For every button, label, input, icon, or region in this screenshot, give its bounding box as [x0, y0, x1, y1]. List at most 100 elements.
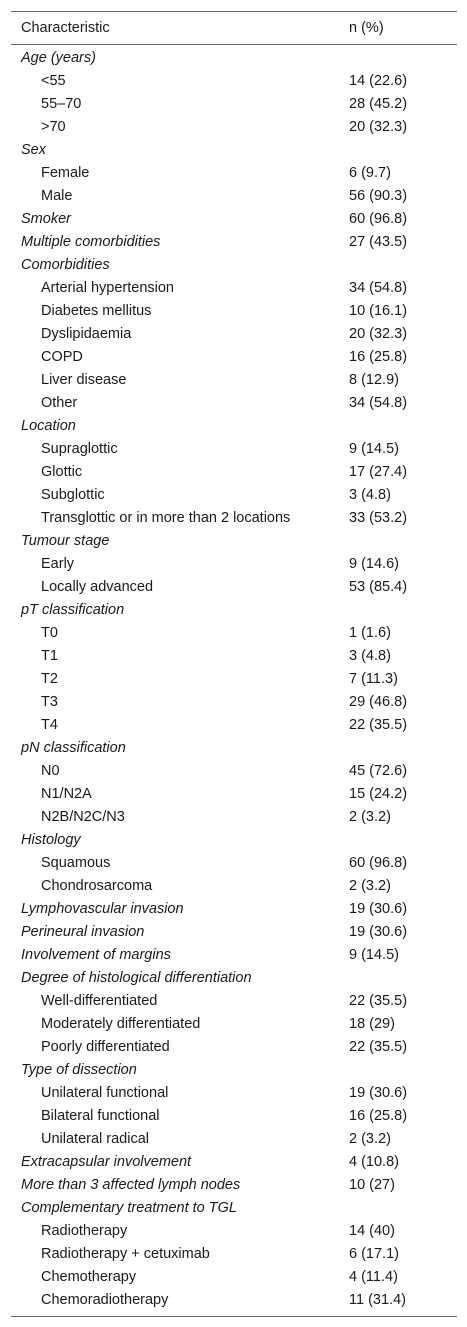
row-value: 19 (30.6): [349, 900, 408, 917]
row-value: 9 (14.6): [349, 555, 399, 572]
row-label: Well-differentiated: [41, 992, 158, 1009]
table-row: Supraglottic 9 (14.5): [11, 437, 457, 460]
section-label: Age (years): [21, 49, 96, 66]
section-label: Histology: [21, 831, 81, 848]
table-row: Early 9 (14.6): [11, 552, 457, 575]
section-row: Complementary treatment to TGL: [11, 1196, 457, 1219]
row-value: 16 (25.8): [349, 1107, 408, 1124]
header-n-percent: n (%): [349, 20, 384, 36]
table-row: Radiotherapy 14 (40): [11, 1219, 457, 1242]
section-label: Complementary treatment to TGL: [21, 1199, 237, 1216]
row-value: 22 (35.5): [349, 992, 408, 1009]
row-label: Early: [41, 555, 75, 572]
row-value: 16 (25.8): [349, 348, 408, 365]
row-value: 6 (17.1): [349, 1245, 399, 1262]
row-label: Arterial hypertension: [41, 279, 174, 296]
section-label: Multiple comorbidities: [21, 233, 161, 250]
header-characteristic: Characteristic: [21, 20, 110, 36]
row-label: Liver disease: [41, 371, 127, 388]
row-value: 29 (46.8): [349, 693, 408, 710]
characteristics-table: Characteristic n (%) Age (years) <55 14 (2…: [11, 11, 457, 1317]
table-row: Locally advanced 53 (85.4): [11, 575, 457, 598]
section-row: Involvement of margins 9 (14.5): [11, 943, 457, 966]
row-value: 10 (16.1): [349, 302, 408, 319]
table-row: Dyslipidaemia 20 (32.3): [11, 322, 457, 345]
section-row: Extracapsular involvement 4 (10.8): [11, 1150, 457, 1173]
section-label: Type of dissection: [21, 1061, 137, 1078]
section-row: Tumour stage: [11, 529, 457, 552]
section-row: Sex: [11, 138, 457, 161]
section-label: Smoker: [21, 210, 71, 227]
row-value: 53 (85.4): [349, 578, 408, 595]
row-label: T3: [41, 693, 58, 710]
row-label: Bilateral functional: [41, 1107, 160, 1124]
section-row: Type of dissection: [11, 1058, 457, 1081]
row-label: COPD: [41, 348, 83, 365]
row-label: Locally advanced: [41, 578, 154, 595]
row-label: T1: [41, 647, 58, 664]
table-row: Other 34 (54.8): [11, 391, 457, 414]
row-value: 10 (27): [349, 1176, 395, 1193]
row-label: Chemotherapy: [41, 1268, 137, 1285]
section-row: Perineural invasion 19 (30.6): [11, 920, 457, 943]
table-row: Male 56 (90.3): [11, 184, 457, 207]
section-row: pN classification: [11, 736, 457, 759]
table-row: Bilateral functional 16 (25.8): [11, 1104, 457, 1127]
table-bottom-rule: [11, 1316, 457, 1317]
row-value: 20 (32.3): [349, 325, 408, 342]
section-label: Involvement of margins: [21, 946, 171, 963]
row-value: 22 (35.5): [349, 716, 408, 733]
table-header-rule: [11, 44, 457, 45]
table-row: T0 1 (1.6): [11, 621, 457, 644]
table-row: 55–70 28 (45.2): [11, 92, 457, 115]
section-label: More than 3 affected lymph nodes: [21, 1176, 241, 1193]
table-header-row: Characteristic n (%): [11, 12, 457, 44]
row-value: 60 (96.8): [349, 210, 408, 227]
table-row: Glottic 17 (27.4): [11, 460, 457, 483]
table-row: <55 14 (22.6): [11, 69, 457, 92]
row-value: 14 (22.6): [349, 72, 408, 89]
section-row: Smoker 60 (96.8): [11, 207, 457, 230]
row-label: Other: [41, 394, 78, 411]
row-value: 9 (14.5): [349, 440, 399, 457]
row-value: 20 (32.3): [349, 118, 408, 135]
table-body: Age (years) <55 14 (22.6) 55–70 28 (45.2) >70…: [11, 45, 457, 1316]
row-label: Dyslipidaemia: [41, 325, 132, 342]
section-label: pT classification: [21, 601, 125, 618]
section-label: Location: [21, 417, 76, 434]
row-value: 19 (30.6): [349, 923, 408, 940]
row-value: 22 (35.5): [349, 1038, 408, 1055]
table-row: Arterial hypertension 34 (54.8): [11, 276, 457, 299]
section-row: Comorbidities: [11, 253, 457, 276]
row-value: 45 (72.6): [349, 762, 408, 779]
row-value: 34 (54.8): [349, 279, 408, 296]
table-row: Unilateral functional 19 (30.6): [11, 1081, 457, 1104]
row-value: 60 (96.8): [349, 854, 408, 871]
table-row: Chemoradiotherapy 11 (31.4): [11, 1288, 457, 1311]
row-value: 17 (27.4): [349, 463, 408, 480]
row-label: Subglottic: [41, 486, 105, 503]
row-label: 55–70: [41, 95, 82, 112]
table-row: T3 29 (46.8): [11, 690, 457, 713]
table-row: N0 45 (72.6): [11, 759, 457, 782]
table-row: Radiotherapy + cetuximab 6 (17.1): [11, 1242, 457, 1265]
row-label: Chondrosarcoma: [41, 877, 153, 894]
table-row: Transglottic or in more than 2 locations…: [11, 506, 457, 529]
row-label: T2: [41, 670, 58, 687]
row-label: Moderately differentiated: [41, 1015, 201, 1032]
table-row: Unilateral radical 2 (3.2): [11, 1127, 457, 1150]
row-value: 2 (3.2): [349, 808, 391, 825]
row-value: 33 (53.2): [349, 509, 408, 526]
table-row: Female 6 (9.7): [11, 161, 457, 184]
table-row: T1 3 (4.8): [11, 644, 457, 667]
row-value: 2 (3.2): [349, 1130, 391, 1147]
row-value: 56 (90.3): [349, 187, 408, 204]
row-value: 27 (43.5): [349, 233, 408, 250]
row-value: 1 (1.6): [349, 624, 391, 641]
table-top-rule: [11, 11, 457, 12]
row-value: 8 (12.9): [349, 371, 399, 388]
row-label: Unilateral functional: [41, 1084, 169, 1101]
row-value: 4 (11.4): [349, 1268, 398, 1285]
row-label: T4: [41, 716, 58, 733]
row-value: 18 (29): [349, 1015, 395, 1032]
